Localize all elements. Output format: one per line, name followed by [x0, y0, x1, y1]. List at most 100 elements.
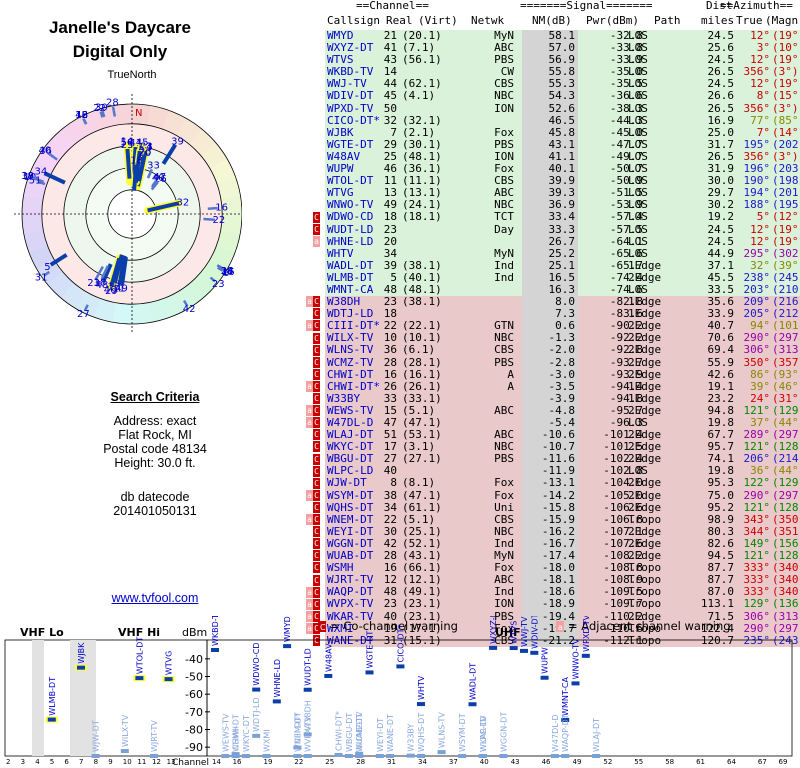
co-channel-warning-icon: C — [313, 417, 320, 429]
table-row[interactable]: WLNS-TV 36 (6.1) CBS -2.0 -92.8 2Edge 69.4 306°(… — [325, 344, 800, 357]
table-row[interactable]: WNEM-DT 22 (5.1) CBS -15.9 -106.8 Tropo 98.9 343… — [325, 512, 800, 526]
station-marker-label: W38DH — [304, 700, 313, 730]
table-row[interactable]: WKYC-DT 17 (3.1) NBC -10.7 -101.5 2Edge 95.7 121… — [325, 441, 800, 454]
callsign-cell: WUAB-DT — [327, 549, 374, 563]
real-channel-cell: 28 — [383, 355, 397, 369]
azimuth-true-cell: 206° — [743, 452, 771, 466]
virtual-channel-cell: (13.1) — [402, 186, 442, 200]
network-cell: Fox — [494, 125, 514, 139]
table-row[interactable]: WNWO-TV 49 (24.1) NBC 36.9 -53.9 LOS 30.2 188° (1… — [325, 198, 800, 212]
virtual-channel-cell: (62.1) — [402, 77, 442, 91]
path-cell: LOS — [628, 77, 648, 91]
table-row[interactable]: CHWI-DT* 26 (26.1) A -3.5 -94.4 1Edge 19.1 39° (4… — [325, 379, 800, 393]
table-row[interactable]: WTOL-DT 11 (11.1) CBS 39.9 -50.9 LOS 30.0 190° (1… — [325, 174, 800, 188]
table-row[interactable]: W48AV 25 (48.1) ION 41.1 -49.7 LOS 26.5 356° (3°) — [325, 150, 800, 164]
table-row[interactable]: WPXD-TV 50 ION 52.6 -38.3 LOS 26.5 356° (3°) — [325, 101, 800, 115]
table-row[interactable]: WSMH 16 (66.1) Fox -18.0 -108.8 Tropo 87.7 333°(… — [325, 562, 800, 575]
table-row[interactable]: WKAR-TV 40 (23.1) PBS -19.4 -110.2 2Edge 71.5 30… — [325, 610, 800, 623]
path-cell: LOS — [628, 101, 648, 115]
nm-cell: -18.1 — [541, 573, 575, 587]
azimuth-magnetic-cell: (297°) — [772, 428, 800, 442]
station-marker — [468, 702, 477, 707]
nm-cell-bg — [522, 453, 578, 466]
table-row[interactable]: CIII-DT* 22 (22.1) GTN 0.6 -90.2 2Edge 40.7 94°(… — [325, 320, 800, 333]
real-channel-cell: 34 — [383, 246, 397, 260]
table-row[interactable]: CHWI-DT 16 (16.1) A -3.0 -93.9 2Edge 42.6 86° (93… — [325, 368, 800, 381]
table-row[interactable]: WADL-DT 39 (38.1) Ind 25.1 -65.7 1Edge 37.1 32°(… — [325, 259, 800, 272]
table-row[interactable]: WCMZ-TV 28 (28.1) PBS -2.8 -93.7 2Edge 55.9 350°… — [325, 355, 800, 369]
azimuth-true-cell: 209° — [743, 295, 771, 309]
station-spoke-label: 15 — [222, 267, 235, 278]
station-spoke-label: 16 — [75, 110, 88, 121]
callsign-cell: CHWI-DT* — [327, 379, 380, 393]
table-row[interactable]: WILX-TV 10 (10.1) NBC -1.3 -92.2 2Edge 70.6 290°… — [325, 332, 800, 345]
table-row[interactable]: WGTE-DT 29 (30.1) PBS 43.1 -47.7 LOS 31.7 195° (2… — [325, 138, 800, 151]
hue-ring-segment — [216, 229, 241, 252]
table-row[interactable]: WQHS-DT 34 (61.1) Uni -15.8 -106.6 2Edge 95.2 12… — [325, 500, 800, 514]
real-channel-cell: 12 — [383, 573, 397, 587]
table-row[interactable]: WAQP-DT 48 (49.1) Ind -18.6 -109.5 Tropo 87.0 33… — [325, 586, 800, 599]
power-cell: -36.6 — [609, 89, 643, 103]
hue-ring-segment — [23, 229, 48, 252]
table-row[interactable]: WLAJ-DT 51 (53.1) ABC -10.6 -101.4 2Edge 67.7 28… — [325, 428, 800, 442]
hue-ring-segment — [94, 298, 117, 323]
power-cell: -45.0 — [609, 125, 643, 139]
table-row[interactable]: WBGU-DT 27 (27.1) PBS -11.6 -102.4 2Edge 74.1 20… — [325, 452, 800, 466]
table-row[interactable]: WSYM-DT 38 (47.1) Fox -14.2 -105.0 2Edge 75.0 29… — [325, 489, 800, 502]
callsign-cell: WJBK — [327, 125, 354, 139]
path-cell: LOS — [628, 198, 648, 212]
distance-cell: 67.7 — [707, 428, 735, 442]
table-row[interactable]: WDWO-CD 18 (18.1) TCT 33.4 -57.4 LOS 19.2 5° (12°… — [325, 211, 800, 224]
station-marker — [262, 754, 271, 758]
criteria-address: Address: exact — [113, 414, 197, 428]
nm-cell-bg — [522, 296, 578, 309]
network-cell: ABC — [494, 573, 514, 587]
site-link[interactable]: www.tvfool.com — [111, 591, 199, 605]
table-row[interactable]: WJRT-TV 12 (12.1) ABC -18.1 -108.9 Tropo 87.7 33… — [325, 573, 800, 587]
callsign-cell: WJRT-TV — [327, 573, 374, 587]
path-cell: 2Edge — [628, 500, 662, 514]
azimuth-true-cell: 344° — [743, 524, 771, 538]
table-row[interactable]: WEWS-TV 15 (5.1) ABC -4.8 -95.7 2Edge 94.8 121°(… — [325, 404, 800, 417]
station-marker-label: WHNE-LD — [273, 659, 282, 697]
azimuth-true-cell: 190° — [743, 174, 771, 188]
path-cell: 1Edge — [628, 391, 662, 405]
table-row[interactable]: WGGN-DT 42 (52.1) Ind -16.7 -107.6 2Edge 82.6 14… — [325, 537, 800, 551]
table-row[interactable]: WLMB-DT 5 (40.1) Ind 16.5 -74.4 2Edge 45.5 238°(… — [325, 271, 800, 284]
azimuth-true-cell: 356° — [743, 101, 771, 115]
table-row[interactable]: WUAB-DT 28 (43.1) MyN -17.4 -108.2 2Edge 94.5 12… — [325, 549, 800, 563]
station-marker — [365, 670, 374, 675]
table-row[interactable]: WKBD-TV 14 CW 55.8 -35.0 LOS 26.5 356° (3°) — [325, 66, 800, 79]
distance-cell: 35.6 — [707, 295, 735, 309]
azimuth-true-cell: 129° — [743, 597, 771, 611]
table-row[interactable]: WWJ-TV 44 (62.1) CBS 55.3 -35.5 LOS 24.5 12° (19°… — [325, 77, 800, 91]
station-marker-label: WLNS-TV — [438, 712, 447, 748]
table-row[interactable]: WJW-DT 8 (8.1) Fox -13.1 -104.0 2Edge 95.3 122°(… — [325, 477, 800, 490]
station-spoke-label: 48 — [96, 280, 109, 291]
station-marker-label: CICO-DT* — [396, 624, 405, 662]
station-spoke — [43, 171, 66, 185]
table-row[interactable]: WEYI-DT 30 (25.1) NBC -16.2 -107.1 2Edge 80.3 34… — [325, 524, 800, 538]
real-channel-cell: 28 — [383, 549, 397, 563]
table-row[interactable]: WVPX-TV 23 (23.1) ION -18.9 -109.7 Tropo 113.1 1… — [325, 597, 800, 611]
virtual-channel-cell: (5.1) — [402, 512, 436, 526]
station-marker — [499, 754, 508, 758]
header-real: Real — [386, 14, 413, 27]
